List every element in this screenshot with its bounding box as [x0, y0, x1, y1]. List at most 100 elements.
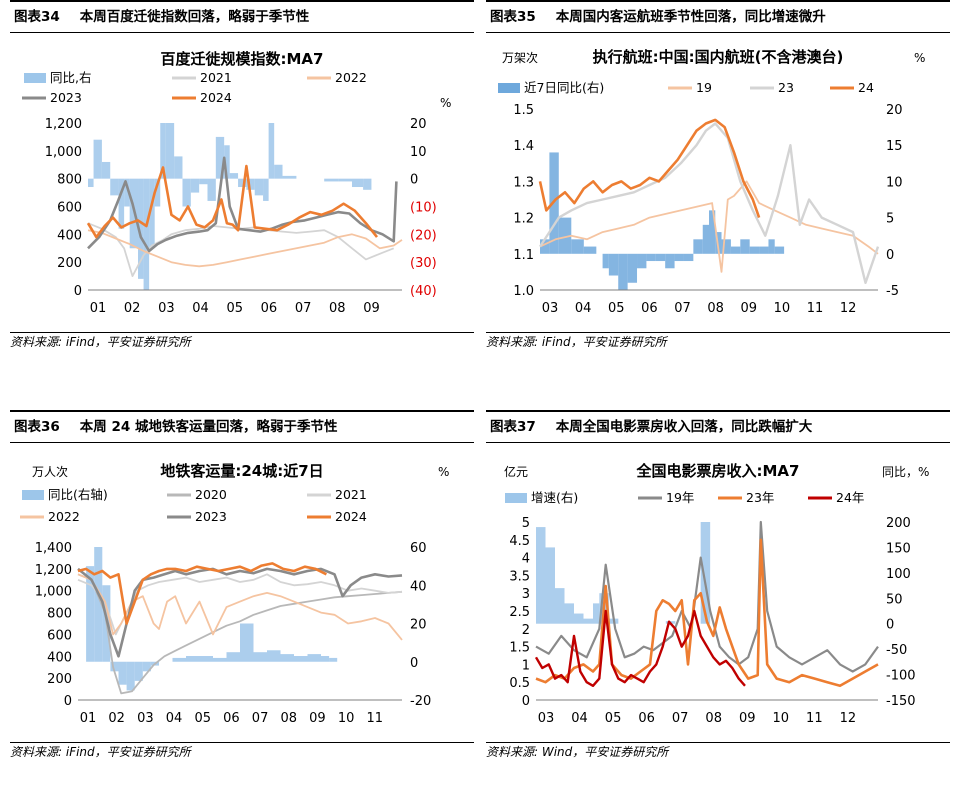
figure-title: 本周全国电影票房收入回落，同比跌幅扩大: [555, 419, 813, 435]
y-tick-label: 1,200: [45, 117, 82, 132]
legend-label: 23: [778, 80, 794, 95]
yoy-bar: [564, 603, 574, 624]
yoy-bar: [149, 178, 155, 249]
yoy-bar: [126, 661, 135, 691]
y2-tick-label: -5: [886, 284, 899, 299]
yoy-bar: [593, 603, 600, 624]
y-tick-label: 400: [57, 228, 82, 243]
yoy-bar: [749, 246, 760, 254]
yoy-bar: [351, 178, 364, 188]
x-tick-label: 03: [137, 711, 154, 726]
x-tick-label: 06: [223, 711, 240, 726]
x-tick-label: 04: [571, 711, 588, 726]
y2-tick-label: 0: [410, 173, 418, 188]
figure-title: 本周国内客运航班季节性回落，同比增速微升: [555, 9, 826, 25]
x-tick-label: 05: [226, 301, 243, 316]
x-tick-label: 01: [90, 301, 107, 316]
y-tick-label: 2.5: [509, 605, 530, 620]
yoy-bar: [536, 527, 546, 624]
yoy-bar: [768, 239, 775, 254]
chart-title: 百度迁徙规模指数:MA7: [161, 50, 324, 68]
y2-tick-label: (40): [410, 284, 437, 299]
yoy-bar: [294, 656, 308, 662]
chart-title: 全国电影票房收入:MA7: [636, 462, 800, 480]
series-line-19年: [535, 520, 879, 673]
series-line-2023: [77, 567, 403, 658]
yoy-bar: [618, 253, 628, 290]
y2-tick-label: 10: [886, 175, 903, 190]
x-tick-label: 09: [363, 301, 380, 316]
legend-label: 24: [858, 80, 874, 95]
y2-axis-unit: %: [438, 465, 449, 479]
figure-number: 图表37: [490, 419, 536, 435]
yoy-bar: [263, 178, 269, 201]
y2-tick-label: 0: [886, 618, 894, 633]
y-tick-label: 1,400: [35, 541, 72, 556]
figure-34: 图表34 本周百度迁徙指数回落，略弱于季节性 百度迁徙规模指数:MA7% 同比,右 2…: [10, 0, 474, 349]
figure-number: 图表36: [14, 419, 60, 435]
yoy-bar: [229, 173, 239, 179]
source-note: 资料来源: iFind，平安证券研究所: [10, 742, 474, 759]
y-tick-label: 800: [57, 173, 82, 188]
legend-label: 19: [696, 80, 712, 95]
yoy-bar: [94, 547, 103, 662]
legend-label: 19年: [666, 490, 694, 505]
y2-tick-label: 20: [886, 103, 903, 118]
yoy-bar: [545, 547, 555, 624]
yoy-bar: [702, 224, 709, 254]
x-tick-label: 07: [295, 301, 312, 316]
figure-number: 图表34: [14, 9, 60, 25]
figure-header: 图表35 本周国内客运航班季节性回落，同比增速微升: [486, 0, 950, 33]
yoy-bar: [555, 588, 565, 624]
y2-tick-label: 100: [886, 567, 911, 582]
y-tick-label: 600: [47, 628, 72, 643]
yoy-bar: [154, 178, 161, 207]
y-tick-label: 1,200: [35, 563, 72, 578]
y-tick-label: 0: [64, 694, 72, 709]
y-tick-label: 3.5: [509, 569, 530, 584]
x-tick-label: 08: [707, 301, 724, 316]
legend-swatch-bar: [24, 73, 46, 83]
yoy-bar: [558, 217, 572, 254]
yoy-bar: [280, 654, 294, 662]
yoy-bar: [637, 253, 647, 269]
y-tick-label: 400: [47, 650, 72, 665]
chart-baidu-migration: 百度迁徙规模指数:MA7% 同比,右 2021 2022 2023 2024 1,200 1,…: [22, 50, 451, 316]
figure-35: 图表35 本周国内客运航班季节性回落，同比增速微升 执行航班:中国:国内航班(不含…: [486, 0, 950, 349]
yoy-bar: [138, 178, 144, 279]
legend-label: 2024: [335, 509, 367, 524]
legend-label: 增速(右): [531, 490, 578, 505]
series-line-24: [538, 118, 761, 219]
yoy-bar: [199, 178, 208, 185]
yoy-bar: [142, 661, 151, 672]
chart-subway-ridership: 地铁客运量:24城:近7日 万人次 % 同比(右轴) 2020 2021 2022 2023 2…: [20, 462, 449, 726]
yoy-bar: [602, 253, 609, 269]
legend-label: 2024: [200, 90, 232, 105]
x-tick-label: 06: [261, 301, 278, 316]
yoy-bar: [240, 623, 254, 662]
yoy-bar: [143, 178, 150, 290]
y-tick-label: 3: [522, 587, 530, 602]
y2-tick-label: 50: [886, 592, 903, 607]
yoy-bar: [363, 178, 372, 190]
yoy-bar: [646, 253, 656, 262]
y2-tick-label: 0: [410, 656, 418, 671]
y-axis-unit: 万人次: [32, 465, 68, 479]
yoy-bar: [253, 652, 267, 662]
figure-header: 图表37 本周全国电影票房收入回落，同比跌幅扩大: [486, 410, 950, 443]
source-note: 资料来源: iFind，平安证券研究所: [10, 332, 474, 349]
yoy-bar: [165, 123, 175, 179]
y2-tick-label: 40: [410, 579, 427, 594]
y-axis-unit: 亿元: [504, 464, 528, 479]
yoy-bar: [282, 175, 297, 179]
series-line-2024: [77, 562, 327, 625]
yoy-bar: [540, 239, 550, 254]
y2-tick-label: 200: [886, 516, 911, 531]
y-tick-label: 200: [47, 672, 72, 687]
figure-header: 图表36 本周 24 城地铁客运量回落，略弱于季节性: [10, 410, 474, 443]
source-note: 资料来源: iFind，平安证券研究所: [486, 332, 950, 349]
legend-label: 同比,右: [50, 70, 91, 85]
yoy-bar: [674, 253, 684, 262]
y2-tick-label: 0: [886, 248, 894, 263]
yoy-bar: [571, 239, 584, 254]
